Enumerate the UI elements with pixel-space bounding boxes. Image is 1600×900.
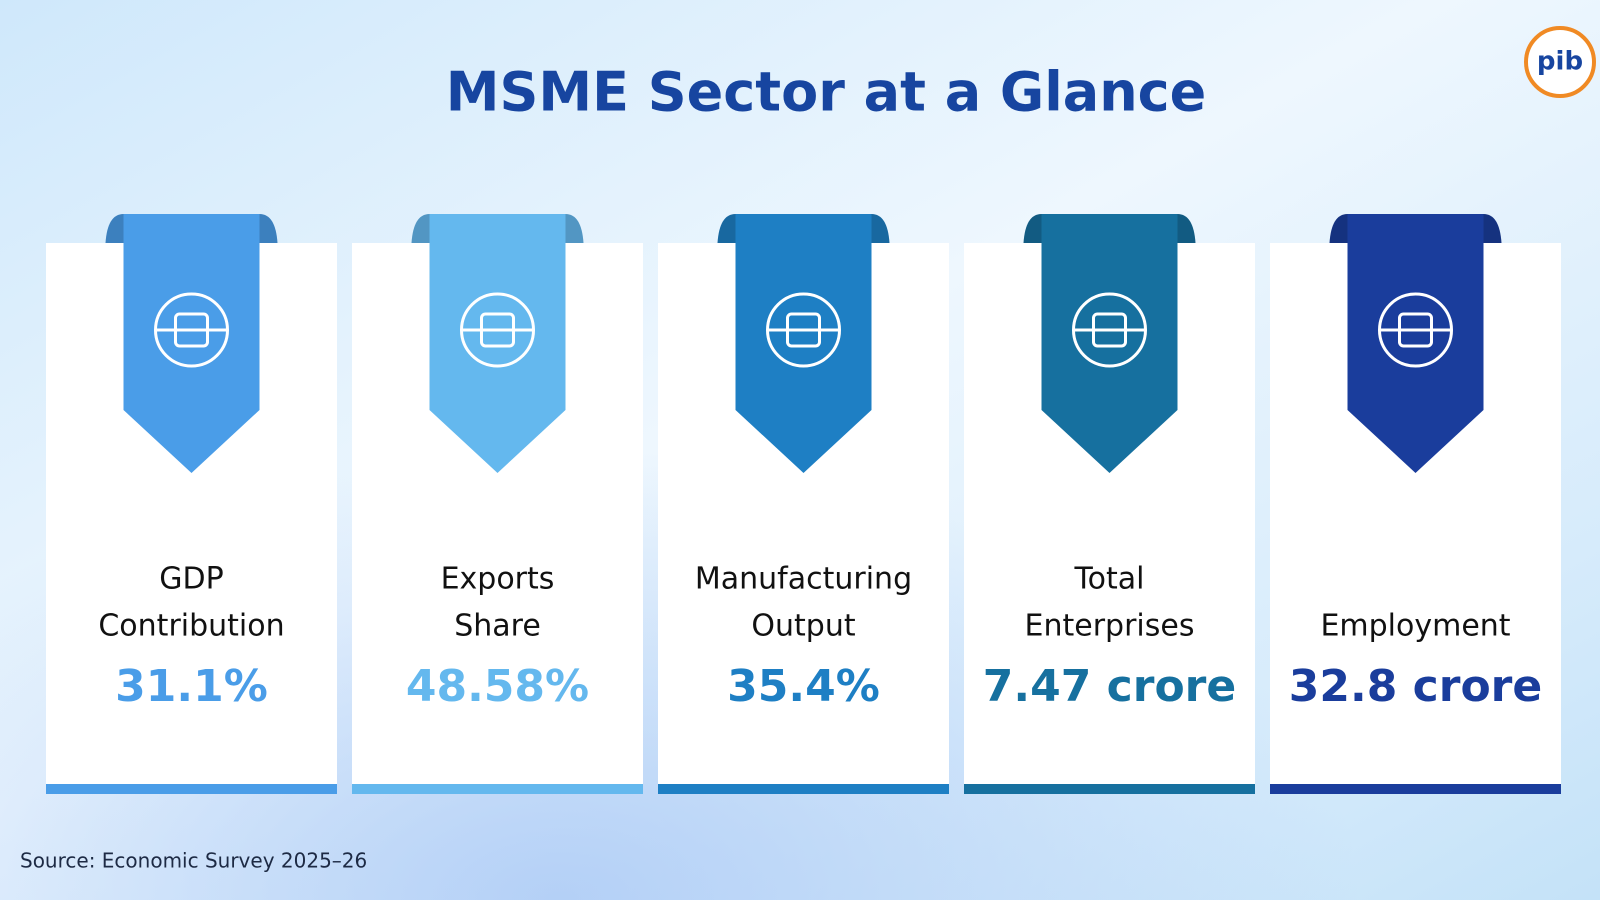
card-label: Enterprises <box>1025 609 1195 644</box>
icon <box>1072 292 1147 368</box>
icon <box>766 292 841 368</box>
ribbon <box>1041 214 1178 473</box>
source: Source: Economic Survey 2025–26 <box>20 849 367 873</box>
card-bar <box>658 784 949 794</box>
card-bar <box>46 784 337 794</box>
icon <box>1378 292 1453 368</box>
icon <box>460 292 535 368</box>
card-label: Employment <box>1320 609 1510 644</box>
card-label: Total <box>1073 562 1144 597</box>
card-label: Share <box>454 609 541 644</box>
card-value: 31.1% <box>115 661 268 712</box>
logo-badge <box>1524 26 1596 98</box>
card-label: GDP <box>159 562 223 597</box>
card-label: Output <box>751 609 855 644</box>
cards: GDP Contribution 31.1% Exports Share 48.58% Ma… <box>46 214 1561 794</box>
card-value: 7.47 crore <box>983 661 1236 712</box>
card-bar <box>964 784 1255 794</box>
ribbon <box>1347 214 1484 473</box>
ribbon <box>429 214 566 473</box>
card-bar <box>1270 784 1561 794</box>
logo: pib <box>1537 47 1583 77</box>
card-value: 48.58% <box>406 661 589 712</box>
ribbon <box>735 214 872 473</box>
card-value: 35.4% <box>727 661 880 712</box>
card-label: Manufacturing <box>695 562 912 597</box>
icon <box>154 292 229 368</box>
card-value: 32.8 crore <box>1289 661 1542 712</box>
card-bar <box>352 784 643 794</box>
title: MSME Sector at a Glance <box>446 61 1207 124</box>
ribbon <box>123 214 260 473</box>
card-label: Contribution <box>98 609 284 644</box>
card-label: Exports <box>441 562 555 597</box>
